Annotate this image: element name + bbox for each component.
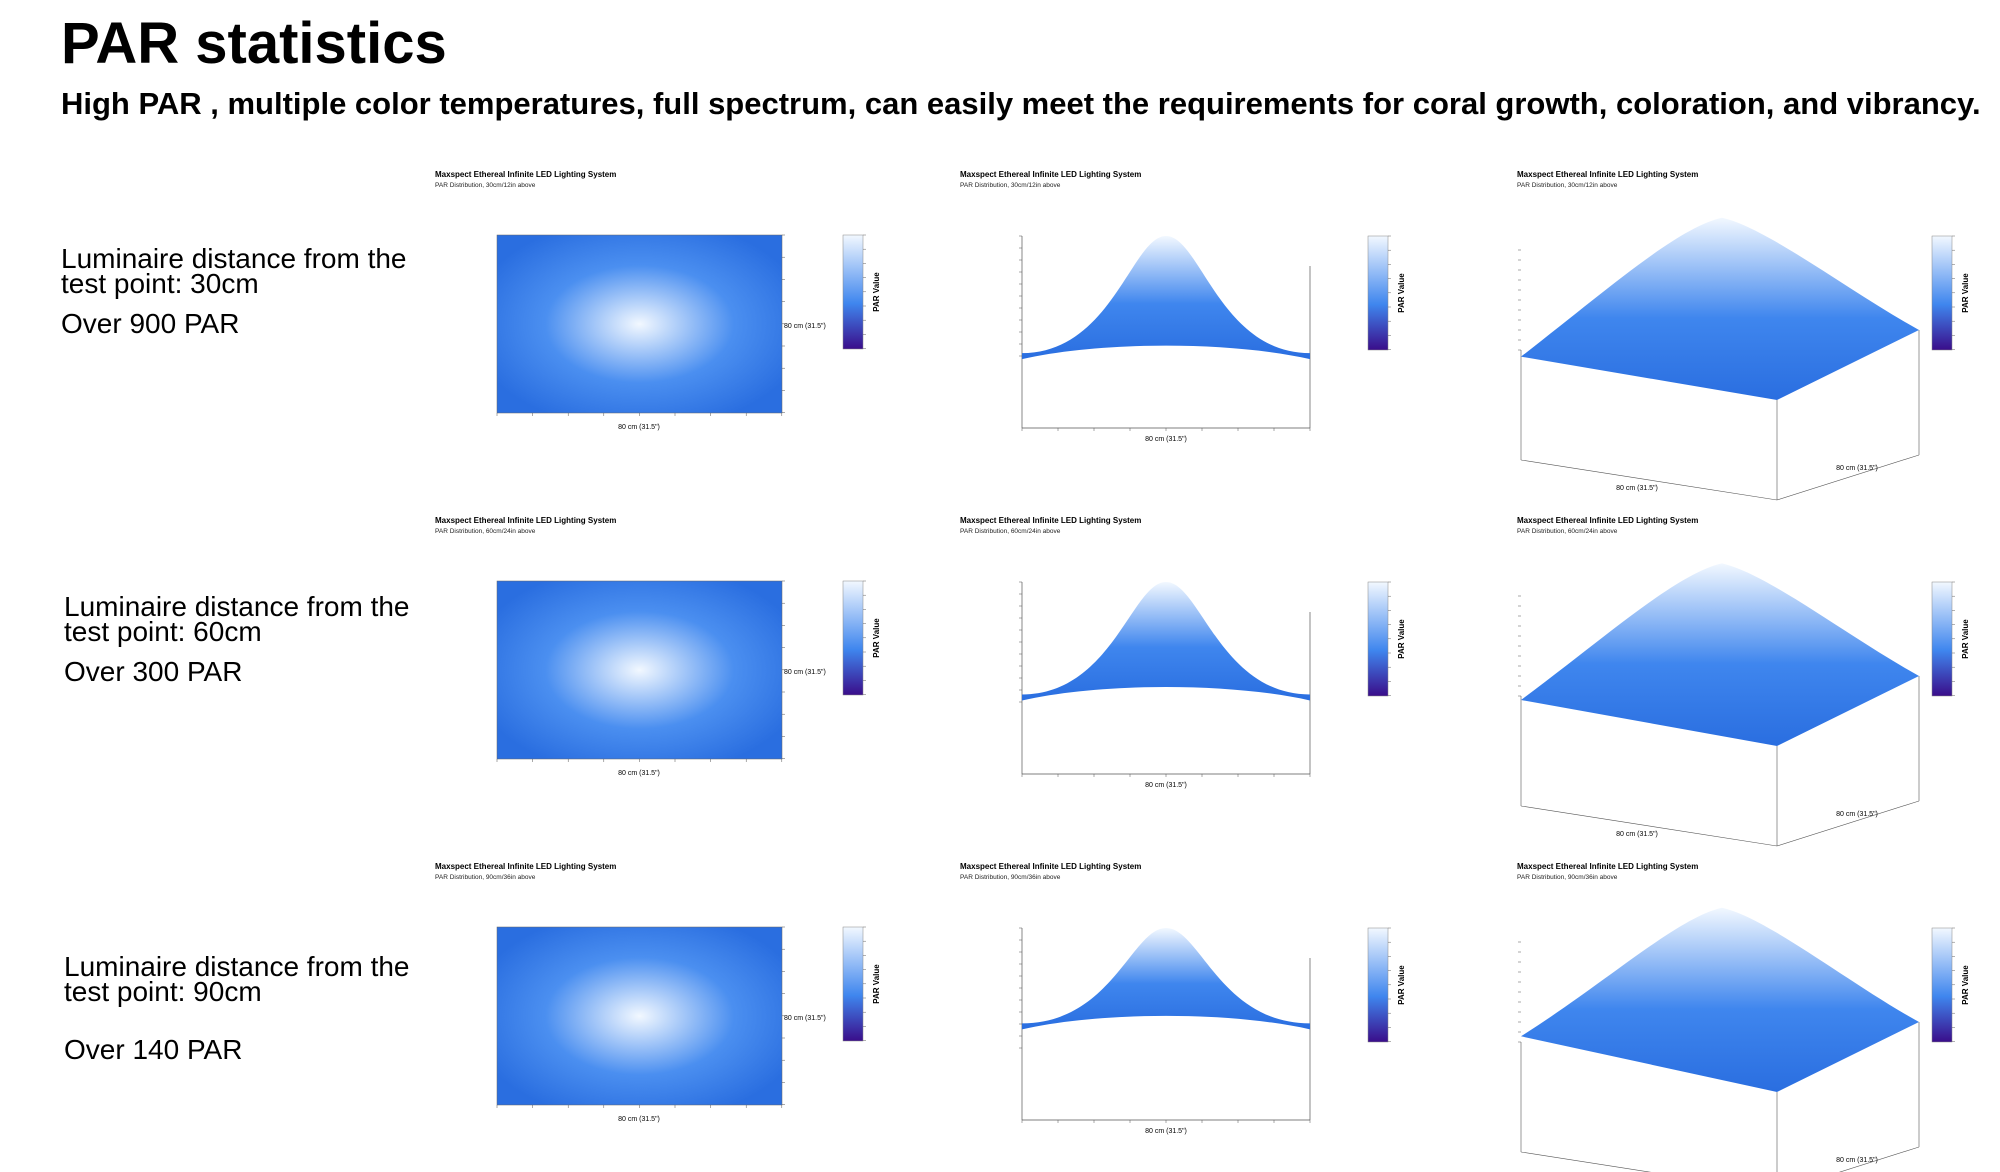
y-axis-label: 80 cm (31.5") [784,323,826,330]
chart-title: Maxspect Ethereal Infinite LED Lighting … [960,170,1142,179]
chart-plot: 80 cm (31.5") PAR Value [1019,927,1406,1135]
x-axis [1520,459,1778,501]
chart-title: Maxspect Ethereal Infinite LED Lighting … [960,862,1142,871]
x-axis [1520,805,1778,847]
colorbar-label: PAR Value [872,272,881,312]
par-chart-side: Maxspect Ethereal Infinite LED Lighting … [960,862,1410,1172]
par-chart-side: Maxspect Ethereal Infinite LED Lighting … [960,516,1410,826]
colorbar [842,234,864,350]
par-chart-3d: Maxspect Ethereal Infinite LED Lighting … [1517,516,1977,847]
colorbar [1367,235,1389,351]
chart-title: Maxspect Ethereal Infinite LED Lighting … [1517,170,1699,179]
chart-plot: 80 cm (31.5") 80 cm (31.5") PAR Value [1518,217,1970,501]
par-chart-top: Maxspect Ethereal Infinite LED Lighting … [435,170,885,480]
chart-title: Maxspect Ethereal Infinite LED Lighting … [1517,862,1699,871]
par-surface [1521,563,1919,746]
chart-subtitle: PAR Distribution, 30cm/12in above [960,182,1061,189]
colorbar-label: PAR Value [1961,273,1970,313]
y-axis-label: 80 cm (31.5") [784,1015,826,1022]
colorbar-label: PAR Value [1397,965,1406,1005]
chart-subtitle: PAR Distribution, 30cm/12in above [435,182,536,189]
chart-plot: 80 cm (31.5") 80 cm (31.5") PAR Value [496,926,881,1123]
x-axis-label: 80 cm (31.5") [1616,485,1658,492]
par-chart-top: Maxspect Ethereal Infinite LED Lighting … [435,862,885,1172]
par-chart-3d: Maxspect Ethereal Infinite LED Lighting … [1517,862,1977,1172]
chart-subtitle: PAR Distribution, 30cm/12in above [1517,182,1618,189]
colorbar-label: PAR Value [872,964,881,1004]
par-label: Over 300 PAR [64,656,243,687]
x-axis-label: 80 cm (31.5") [1616,831,1658,838]
colorbar-label: PAR Value [1961,619,1970,659]
par-surface [1521,907,1919,1092]
chart-subtitle: PAR Distribution, 60cm/24in above [435,528,536,535]
colorbar [1931,235,1953,351]
par-surface [1022,582,1310,701]
x-axis-label: 80 cm (31.5") [618,1116,660,1123]
chart-title: Maxspect Ethereal Infinite LED Lighting … [435,170,617,179]
row-label-90cm: Luminaire distance from the test point: … [64,951,424,1066]
heatmap-surface [496,580,783,760]
page-title: PAR statistics [61,11,447,76]
colorbar-label: PAR Value [1397,619,1406,659]
x-axis [1520,1151,1651,1172]
x-axis-label: 80 cm (31.5") [1145,1128,1187,1135]
colorbar [1367,581,1389,697]
par-surface [1022,236,1310,360]
x-axis-label: 80 cm (31.5") [1145,782,1187,789]
y-axis [1776,454,1920,501]
heatmap-surface [496,926,783,1106]
chart-subtitle: PAR Distribution, 60cm/24in above [960,528,1061,535]
chart-title: Maxspect Ethereal Infinite LED Lighting … [435,516,617,525]
colorbar-label: PAR Value [1961,965,1970,1005]
row-label-60cm: Luminaire distance from the test point: … [64,591,424,688]
y-axis-label: 80 cm (31.5") [1836,811,1878,818]
chart-title: Maxspect Ethereal Infinite LED Lighting … [435,862,617,871]
par-chart-top: Maxspect Ethereal Infinite LED Lighting … [435,516,885,826]
y-axis [1776,800,1920,847]
heatmap-surface [496,234,783,414]
distance-label: Luminaire distance from the test point: … [61,243,407,299]
chart-subtitle: PAR Distribution, 60cm/24in above [1517,528,1618,535]
chart-plot: 80 cm (31.5") 80 cm (31.5") PAR Value [496,234,881,431]
par-chart-side: Maxspect Ethereal Infinite LED Lighting … [960,170,1410,480]
colorbar [842,926,864,1042]
page-subtitle: High PAR , multiple color temperatures, … [61,86,1981,121]
chart-plot: 80 cm (31.5")80 cm (31.5")PAR Value [1518,907,1970,1172]
chart-plot: 80 cm (31.5") 80 cm (31.5") PAR Value [496,580,881,777]
y-axis-label: 80 cm (31.5") [1836,1157,1878,1164]
par-label: Over 140 PAR [64,1034,243,1065]
x-axis-label: 80 cm (31.5") [618,770,660,777]
par-surface [1022,928,1310,1030]
row-label-30cm: Luminaire distance from the test point: … [61,243,421,340]
chart-title: Maxspect Ethereal Infinite LED Lighting … [960,516,1142,525]
y-axis-label: 80 cm (31.5") [784,669,826,676]
chart-plot: 80 cm (31.5") PAR Value [1019,581,1406,789]
colorbar [1931,581,1953,697]
colorbar-label: PAR Value [872,618,881,658]
chart-plot: 80 cm (31.5") PAR Value [1019,235,1406,443]
chart-title: Maxspect Ethereal Infinite LED Lighting … [1517,516,1699,525]
chart-subtitle: PAR Distribution, 90cm/36in above [960,874,1061,881]
distance-label: Luminaire distance from the test point: … [64,591,410,647]
colorbar [842,580,864,696]
y-axis-label: 80 cm (31.5") [1836,465,1878,472]
colorbar [1931,927,1953,1043]
x-axis-label: 80 cm (31.5") [1145,436,1187,443]
distance-label: Luminaire distance from the test point: … [64,951,410,1007]
colorbar [1367,927,1389,1043]
x-axis-label: 80 cm (31.5") [618,424,660,431]
colorbar-label: PAR Value [1397,273,1406,313]
chart-subtitle: PAR Distribution, 90cm/36in above [435,874,536,881]
par-label: Over 900 PAR [61,308,240,339]
chart-subtitle: PAR Distribution, 90cm/36in above [1517,874,1618,881]
par-surface [1521,217,1919,400]
par-chart-3d: Maxspect Ethereal Infinite LED Lighting … [1517,170,1977,501]
chart-plot: 80 cm (31.5") 80 cm (31.5") PAR Value [1518,563,1970,847]
